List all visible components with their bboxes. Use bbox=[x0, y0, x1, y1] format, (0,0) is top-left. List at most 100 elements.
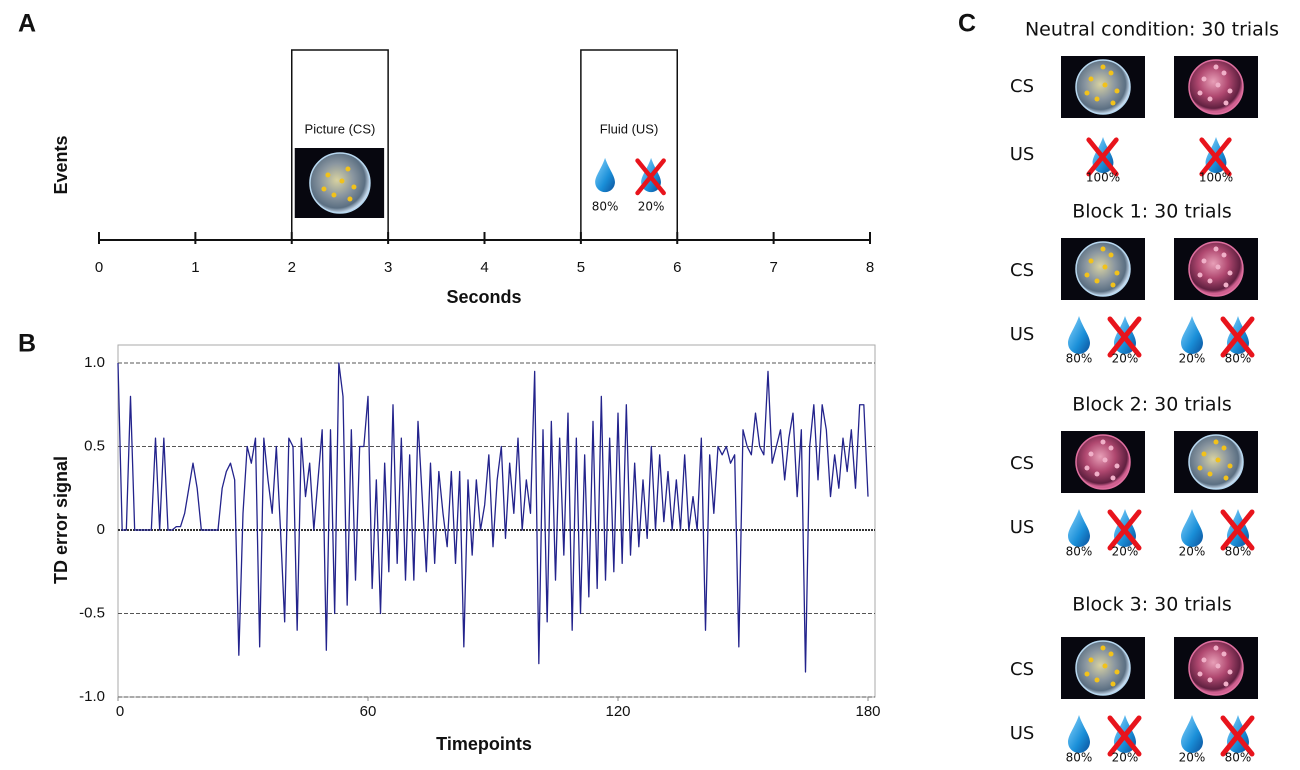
stimulus-sphere bbox=[1075, 241, 1131, 297]
stimulus-dot bbox=[1207, 278, 1213, 284]
outcome-label: 80% bbox=[1066, 352, 1093, 366]
outcome-label: 20% bbox=[1179, 751, 1206, 765]
stimulus-dot bbox=[1207, 96, 1213, 102]
stimulus-dot bbox=[1215, 264, 1221, 270]
block-title: Block 1: 30 trials bbox=[1072, 201, 1232, 223]
stimulus-dot bbox=[1227, 463, 1233, 469]
outcome-label: 20% bbox=[638, 200, 665, 214]
stimulus-dot bbox=[1221, 252, 1227, 258]
stimulus-dot bbox=[1094, 677, 1100, 683]
stimulus-dot bbox=[1114, 270, 1120, 276]
x-tick-label: 7 bbox=[769, 259, 777, 276]
cross-stroke bbox=[1107, 715, 1142, 757]
stimulus-dot bbox=[1223, 100, 1229, 106]
x-tick-label: 3 bbox=[384, 259, 392, 276]
stimulus-dot bbox=[1088, 657, 1094, 663]
condition-block: Block 1: 30 trials CS US 80% 20% 20% 80% bbox=[1010, 201, 1258, 366]
panel-c: Neutral condition: 30 trials CS US 100% 100%… bbox=[1010, 19, 1279, 765]
stimulus-dot bbox=[1100, 439, 1106, 445]
event-box bbox=[580, 49, 678, 240]
y-tick-label: 0.5 bbox=[84, 437, 105, 454]
stimulus-dot bbox=[1207, 471, 1213, 477]
x-tick-label: 0 bbox=[95, 259, 103, 276]
stimulus-dot bbox=[1110, 282, 1116, 288]
outcome-label: 80% bbox=[1225, 751, 1252, 765]
stimulus-dot bbox=[1084, 90, 1090, 96]
panel-label: B bbox=[18, 330, 36, 358]
stimulus-dot bbox=[1110, 475, 1116, 481]
stimulus-sphere bbox=[1188, 434, 1244, 490]
stimulus-dot bbox=[345, 166, 351, 172]
outcome-label: 80% bbox=[1066, 545, 1093, 559]
condition-block: Block 3: 30 trials CS US 80% 20% 20% 80% bbox=[1010, 594, 1258, 765]
x-tick-label: 120 bbox=[605, 703, 630, 720]
stimulus-dot bbox=[351, 184, 357, 190]
row-label: US bbox=[1010, 517, 1035, 538]
cross-stroke bbox=[1199, 137, 1232, 177]
stimulus-dot bbox=[1201, 76, 1207, 82]
y-axis-label: TD error signal bbox=[51, 456, 71, 584]
stimulus-dot bbox=[1100, 645, 1106, 651]
row-label: US bbox=[1010, 144, 1035, 165]
x-tick-label: 6 bbox=[673, 259, 681, 276]
stimulus-dot bbox=[1108, 445, 1114, 451]
outcome-label: 80% bbox=[1066, 751, 1093, 765]
stimulus-dot bbox=[1201, 258, 1207, 264]
stimulus-dot bbox=[1084, 465, 1090, 471]
stimulus-sphere bbox=[1075, 434, 1131, 490]
outcome-label: 20% bbox=[1179, 545, 1206, 559]
row-label: CS bbox=[1010, 76, 1034, 97]
stimulus-dot bbox=[1201, 657, 1207, 663]
stimulus-dot bbox=[1207, 677, 1213, 683]
x-tick-label: 1 bbox=[191, 259, 199, 276]
stimulus-dot bbox=[1215, 82, 1221, 88]
block-title: Neutral condition: 30 trials bbox=[1025, 19, 1279, 41]
stimulus-sphere bbox=[1188, 640, 1244, 696]
stimulus-dot bbox=[1114, 463, 1120, 469]
stimulus-dot bbox=[1213, 439, 1219, 445]
stimulus-dot bbox=[1213, 64, 1219, 70]
fluid-drop bbox=[1181, 715, 1203, 753]
x-tick-label: 5 bbox=[577, 259, 585, 276]
stimulus-sphere bbox=[1075, 59, 1131, 115]
outcome-label: 80% bbox=[1225, 545, 1252, 559]
stimulus-dot bbox=[1227, 669, 1233, 675]
stimulus-dot bbox=[1102, 264, 1108, 270]
stimulus-dot bbox=[1088, 76, 1094, 82]
stimulus-dot bbox=[1213, 645, 1219, 651]
stimulus-dot bbox=[347, 196, 353, 202]
stimulus-dot bbox=[1114, 669, 1120, 675]
stimulus-dot bbox=[1223, 475, 1229, 481]
fluid-drop bbox=[1068, 715, 1090, 753]
outcome-label: 20% bbox=[1112, 545, 1139, 559]
stimulus-sphere bbox=[1075, 640, 1131, 696]
cross-stroke bbox=[1107, 509, 1142, 551]
stimulus-dot bbox=[1108, 651, 1114, 657]
stimulus-dot bbox=[1223, 681, 1229, 687]
stimulus-dot bbox=[1084, 272, 1090, 278]
stimulus-dot bbox=[325, 172, 331, 178]
stimulus-dot bbox=[1114, 88, 1120, 94]
condition-block: Block 2: 30 trials CS US 80% 20% 20% 80% bbox=[1010, 394, 1258, 559]
stimulus-dot bbox=[1102, 457, 1108, 463]
data-line bbox=[117, 362, 869, 673]
stimulus-dot bbox=[1197, 671, 1203, 677]
outcome-label: 20% bbox=[1112, 352, 1139, 366]
stimulus-dot bbox=[1102, 82, 1108, 88]
stimulus-dot bbox=[1221, 651, 1227, 657]
cross-stroke bbox=[1086, 137, 1119, 177]
plot-frame bbox=[117, 344, 876, 698]
stimulus-dot bbox=[1227, 88, 1233, 94]
row-label: CS bbox=[1010, 659, 1034, 680]
x-axis-label: Seconds bbox=[446, 287, 521, 307]
stimulus-dot bbox=[1110, 100, 1116, 106]
x-tick-label: 2 bbox=[288, 259, 296, 276]
stimulus-image bbox=[294, 148, 385, 218]
stimulus-dot bbox=[331, 192, 337, 198]
panel-label: A bbox=[18, 10, 36, 38]
row-label: US bbox=[1010, 723, 1035, 744]
outcome-label: 80% bbox=[1225, 352, 1252, 366]
cross-stroke bbox=[1220, 509, 1255, 551]
